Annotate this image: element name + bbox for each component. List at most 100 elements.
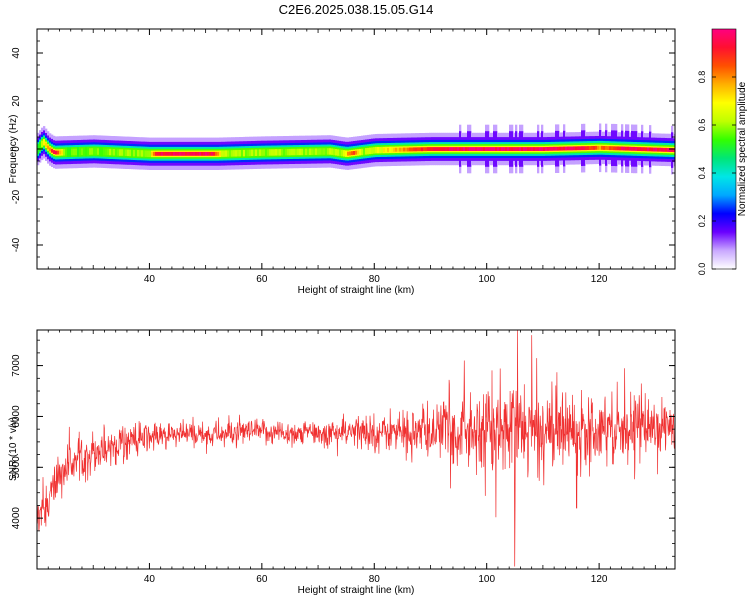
spectrogram-cell: [219, 151, 222, 156]
spectrogram-cell: [237, 151, 240, 156]
x-tick-label: 60: [256, 574, 268, 585]
spectrogram-cell: [669, 148, 672, 152]
spectrogram-cell: [309, 149, 312, 154]
spectrogram-cell: [625, 146, 628, 151]
spectrogram-cell: [495, 147, 498, 151]
spectrogram-cell: [123, 150, 126, 155]
y-tick-label: 0: [11, 146, 22, 152]
spectrogram-cell: [131, 151, 134, 155]
spectrogram-cell: [153, 151, 156, 156]
spectrogram-cell: [449, 147, 452, 151]
spectrogram-cell: [551, 146, 554, 151]
spectrogram-cell: [161, 151, 164, 156]
colorbar-gradient: [712, 29, 736, 269]
spectrogram-cell: [181, 151, 184, 156]
spectrogram-cell: [353, 151, 356, 155]
spectrogram-cell: [617, 146, 620, 151]
spectrogram-cell: [511, 147, 514, 151]
spectrogram-cell: [209, 151, 212, 156]
spectrogram-cell: [493, 147, 496, 151]
spectrogram-cell: [149, 151, 152, 156]
spectrogram-panel: 40 60 80 100 120 -40 -20 0 20 40 Height of strai…: [8, 28, 676, 296]
spectrogram-cell: [525, 147, 528, 151]
spectrogram-cell: [421, 147, 424, 152]
spectrogram-cell: [547, 147, 550, 151]
spectrogram-cell: [639, 147, 642, 151]
spectrogram-cell: [247, 151, 250, 155]
spectrogram-cell: [271, 150, 274, 155]
x-tick-label: 100: [478, 274, 495, 285]
spectrogram-cell: [457, 147, 460, 151]
spectrogram-cell: [365, 149, 368, 154]
spectrogram-cell: [611, 146, 614, 151]
spectrogram-cell: [255, 150, 258, 155]
spectrogram-cell: [377, 148, 380, 153]
spectrogram-cell: [325, 149, 328, 154]
spectrogram-cell: [423, 147, 426, 152]
spectrogram-cell: [473, 147, 476, 151]
spectrogram-cell: [163, 151, 166, 156]
spectrogram-cell: [485, 147, 488, 151]
spectrogram-cell: [211, 151, 214, 156]
spectrogram-cell: [295, 150, 298, 154]
spectrogram-cell: [671, 148, 674, 152]
spectrogram-cell: [619, 146, 622, 151]
spectrogram-cell: [141, 151, 144, 156]
spectrogram-cell: [343, 151, 346, 156]
spectrogram-cell: [515, 147, 518, 151]
spectrogram-cell: [103, 149, 106, 154]
spectrogram-cell: [531, 147, 534, 151]
spectrogram-cell: [411, 147, 414, 152]
spectrogram-cell: [441, 147, 444, 151]
colorbar-tick-label: 0.2: [697, 215, 707, 228]
spectrogram-cell: [357, 150, 360, 155]
spectrogram-cell: [483, 147, 486, 151]
spectrogram-cell: [261, 150, 264, 155]
spectrogram-cell: [561, 146, 564, 151]
spectrogram-cell: [517, 147, 520, 151]
spectrogram-cell: [471, 147, 474, 151]
spectrogram-cell: [59, 150, 62, 155]
spectrogram-cell: [577, 146, 580, 151]
spectrogram-cell: [447, 147, 450, 151]
x-tick-label: 80: [369, 574, 381, 585]
spectrogram-cell: [359, 150, 362, 155]
spectrogram-cell: [137, 151, 140, 156]
spectrogram-cell: [595, 145, 598, 150]
spectrogram-cell: [159, 151, 162, 156]
spectrogram-cell: [191, 151, 194, 156]
spectrogram-cell: [601, 145, 604, 150]
spectrogram-cell: [333, 150, 336, 154]
y-tick-label: 20: [11, 95, 22, 107]
y-tick-label: 7000: [11, 354, 22, 377]
spectrogram-cell: [339, 150, 342, 155]
spectrogram-cell: [179, 151, 182, 156]
spectrogram-cell: [121, 150, 124, 155]
spectrogram-cell: [327, 149, 330, 154]
spectrogram-cell: [89, 149, 92, 154]
spectrogram-cell: [399, 147, 402, 152]
spectrogram-cell: [469, 147, 472, 151]
spectrogram-cell: [305, 149, 308, 154]
spectrogram-cell: [437, 147, 440, 151]
spectrogram-cell: [283, 150, 286, 155]
colorbar-frame: [711, 28, 737, 270]
spectrogram-cell: [393, 147, 396, 152]
spectrogram-cell: [97, 149, 100, 154]
spectrogram-cell: [287, 150, 290, 155]
spectrogram-cell: [439, 147, 442, 151]
y-tick-label: 6000: [11, 405, 22, 428]
spectrogram-cell: [623, 146, 626, 151]
spectrogram-cell: [285, 150, 288, 155]
spectrogram-cell: [491, 147, 494, 151]
figure-title: C2E6.2025.038.15.05.G14: [279, 2, 434, 17]
spectrogram-cell: [203, 151, 206, 156]
spectrogram-cell: [313, 149, 316, 154]
spectrogram-cell: [231, 151, 234, 156]
x-tick-label: 120: [591, 274, 608, 285]
spectrogram-cell: [129, 151, 132, 155]
spectrogram-cell: [39, 144, 42, 149]
spectrogram-cell: [571, 146, 574, 151]
spectrogram-cell: [223, 151, 226, 156]
spectrogram-cell: [461, 147, 464, 151]
